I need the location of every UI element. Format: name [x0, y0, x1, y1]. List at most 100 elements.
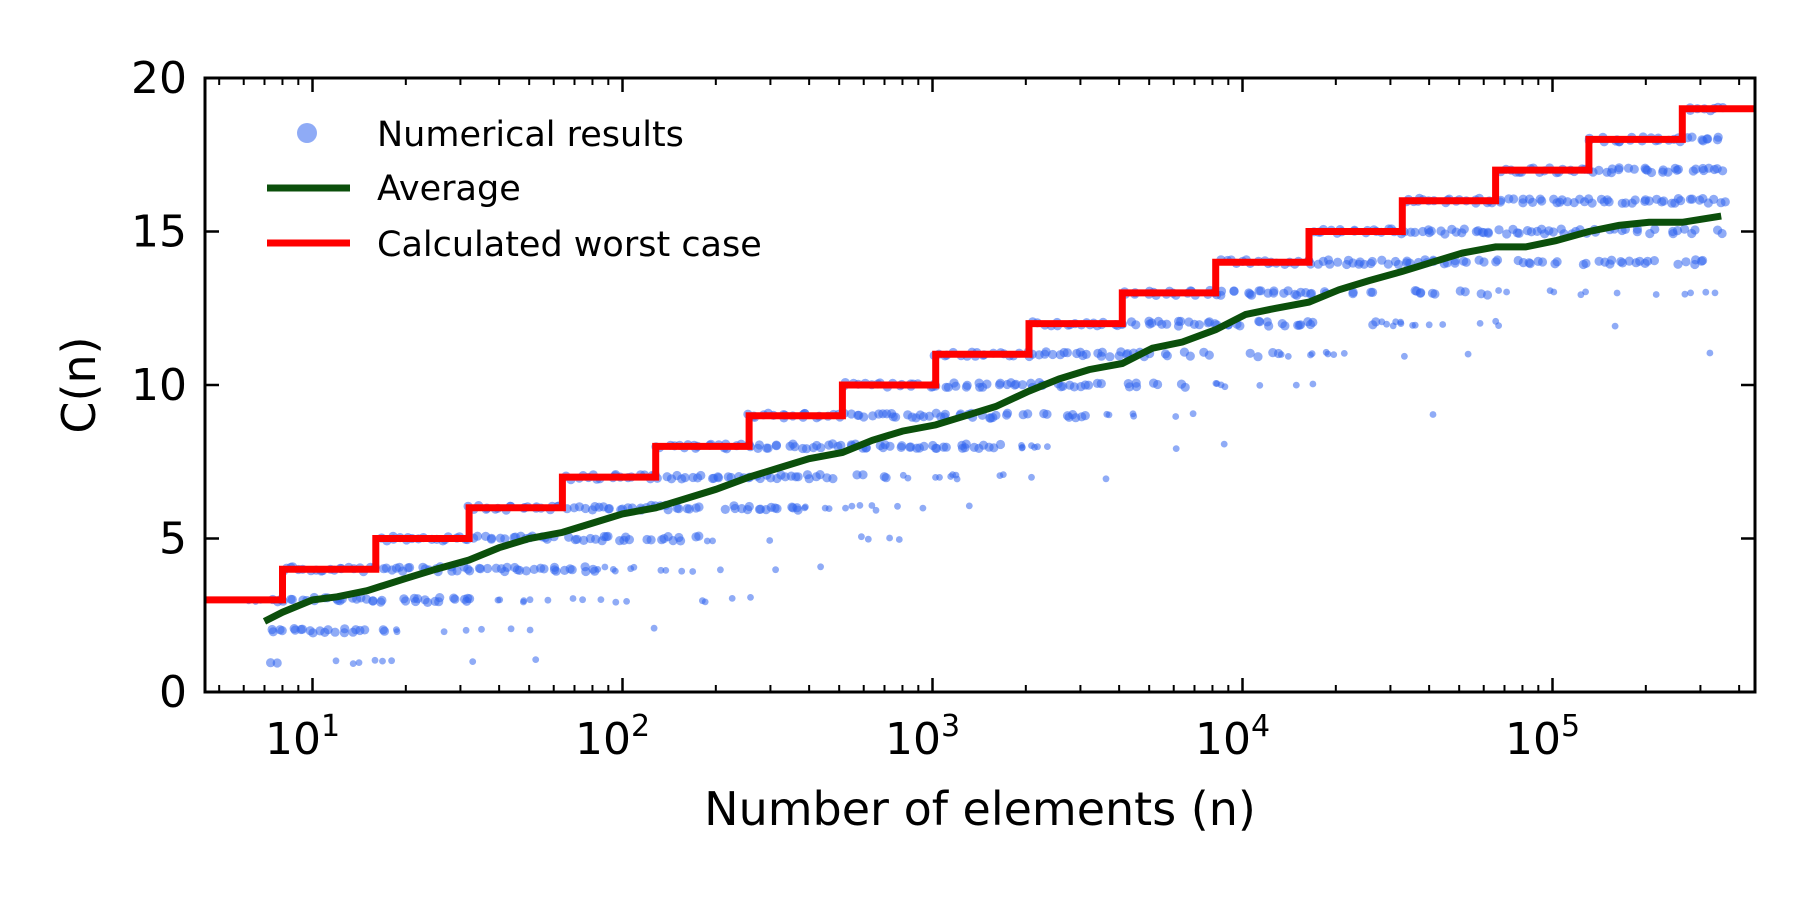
- scatter-point: [1411, 321, 1419, 329]
- scatter-point: [747, 594, 754, 601]
- scatter-point: [1720, 197, 1730, 207]
- scatter-point: [689, 568, 697, 575]
- scatter-point: [1397, 318, 1404, 326]
- scatter-point: [952, 471, 960, 479]
- scatter-point: [1130, 412, 1138, 420]
- scatter-point: [1425, 321, 1433, 329]
- scatter-point: [472, 531, 483, 541]
- scatter-point: [478, 625, 485, 633]
- scatter-point: [905, 442, 915, 452]
- scatter-point: [482, 563, 493, 574]
- scatter-point: [1103, 410, 1111, 418]
- scatter-point: [1514, 228, 1524, 238]
- scatter-point: [1673, 164, 1683, 174]
- scatter-point: [1367, 256, 1377, 267]
- scatter-point: [1176, 316, 1186, 326]
- scatter-point: [349, 660, 357, 667]
- scatter-point: [941, 382, 951, 392]
- scatter-point: [1702, 134, 1712, 144]
- scatter-point: [1659, 196, 1669, 206]
- scatter-point: [1621, 198, 1631, 208]
- scatter-point: [401, 596, 411, 606]
- scatter-point: [772, 566, 779, 574]
- scatter-point: [1688, 166, 1698, 176]
- scatter-point: [1706, 349, 1714, 357]
- scatter-point: [1058, 381, 1068, 391]
- scatter-point: [891, 412, 901, 422]
- scatter-point: [793, 505, 803, 515]
- scatter-point: [440, 628, 448, 636]
- scatter-point: [961, 439, 971, 449]
- scatter-point: [978, 382, 988, 392]
- scatter-point: [272, 658, 282, 668]
- scatter-point: [680, 473, 690, 483]
- scatter-point: [1017, 380, 1028, 390]
- scatter-point: [305, 626, 315, 636]
- scatter-point: [842, 504, 849, 512]
- legend-label-worst: Calculated worst case: [377, 225, 762, 265]
- scatter-point: [864, 535, 872, 543]
- scatter-point: [1018, 410, 1028, 420]
- scatter-point: [1040, 349, 1050, 359]
- scatter-point: [836, 440, 846, 450]
- scatter-point: [766, 537, 774, 544]
- scatter-point: [1464, 350, 1472, 358]
- scatter-point: [611, 567, 619, 575]
- scatter-point: [874, 409, 884, 419]
- scatter-point: [1649, 256, 1659, 266]
- scatter-point: [434, 597, 444, 607]
- scatter-point: [601, 532, 612, 542]
- scatter-point: [912, 443, 922, 453]
- scatter-point: [379, 657, 386, 665]
- scatter-point: [500, 534, 510, 544]
- scatter-point: [1643, 256, 1653, 266]
- scatter-point: [512, 565, 523, 575]
- scatter-point: [899, 471, 907, 479]
- scatter-point: [1002, 379, 1012, 390]
- scatter-point: [1439, 321, 1447, 328]
- scatter-point: [949, 378, 959, 388]
- scatter-point: [859, 412, 869, 422]
- scatter-point: [994, 380, 1005, 390]
- scatter-point: [856, 502, 864, 509]
- x-tick-label: 101: [265, 709, 340, 765]
- scatter-point: [1189, 410, 1197, 418]
- scatter-point: [1305, 319, 1316, 330]
- x-tick-label: 103: [885, 709, 960, 765]
- scatter-point: [1476, 320, 1484, 327]
- scatter-point: [1308, 350, 1316, 357]
- y-axis-title: C(n): [52, 336, 106, 433]
- scatter-point: [932, 443, 942, 453]
- scatter-point: [858, 533, 865, 541]
- scatter-point: [1704, 163, 1714, 173]
- scatter-point: [791, 472, 801, 482]
- scatter-point: [1368, 287, 1378, 297]
- scatter-point: [1635, 256, 1645, 266]
- scatter-point: [1616, 257, 1626, 267]
- scatter-point: [1333, 257, 1343, 267]
- scatter-point: [1157, 319, 1167, 329]
- scatter-point: [763, 443, 773, 453]
- scatter-point: [1526, 227, 1536, 237]
- legend-marker-scatter: [297, 123, 317, 143]
- scatter-point: [1503, 288, 1510, 296]
- scatter-point: [1368, 320, 1378, 330]
- scatter-point: [1460, 287, 1470, 297]
- scatter-point: [486, 534, 496, 544]
- scatter-point: [1652, 291, 1660, 298]
- scatter-point: [817, 563, 824, 571]
- scatter-point: [1256, 382, 1264, 389]
- x-tick-label: 102: [575, 709, 650, 765]
- scatter-point: [297, 624, 307, 634]
- scatter-point: [1204, 350, 1214, 360]
- scatter-point: [569, 595, 577, 602]
- scatter-point: [1069, 382, 1079, 392]
- scatter-point: [919, 504, 927, 512]
- x-tick-label: 104: [1195, 709, 1270, 765]
- scatter-point: [612, 598, 620, 606]
- scatter-point: [323, 625, 333, 635]
- scatter-point: [1415, 288, 1425, 298]
- scatter-point: [761, 505, 771, 515]
- scatter-point: [1162, 351, 1172, 361]
- scatter-point: [507, 625, 515, 633]
